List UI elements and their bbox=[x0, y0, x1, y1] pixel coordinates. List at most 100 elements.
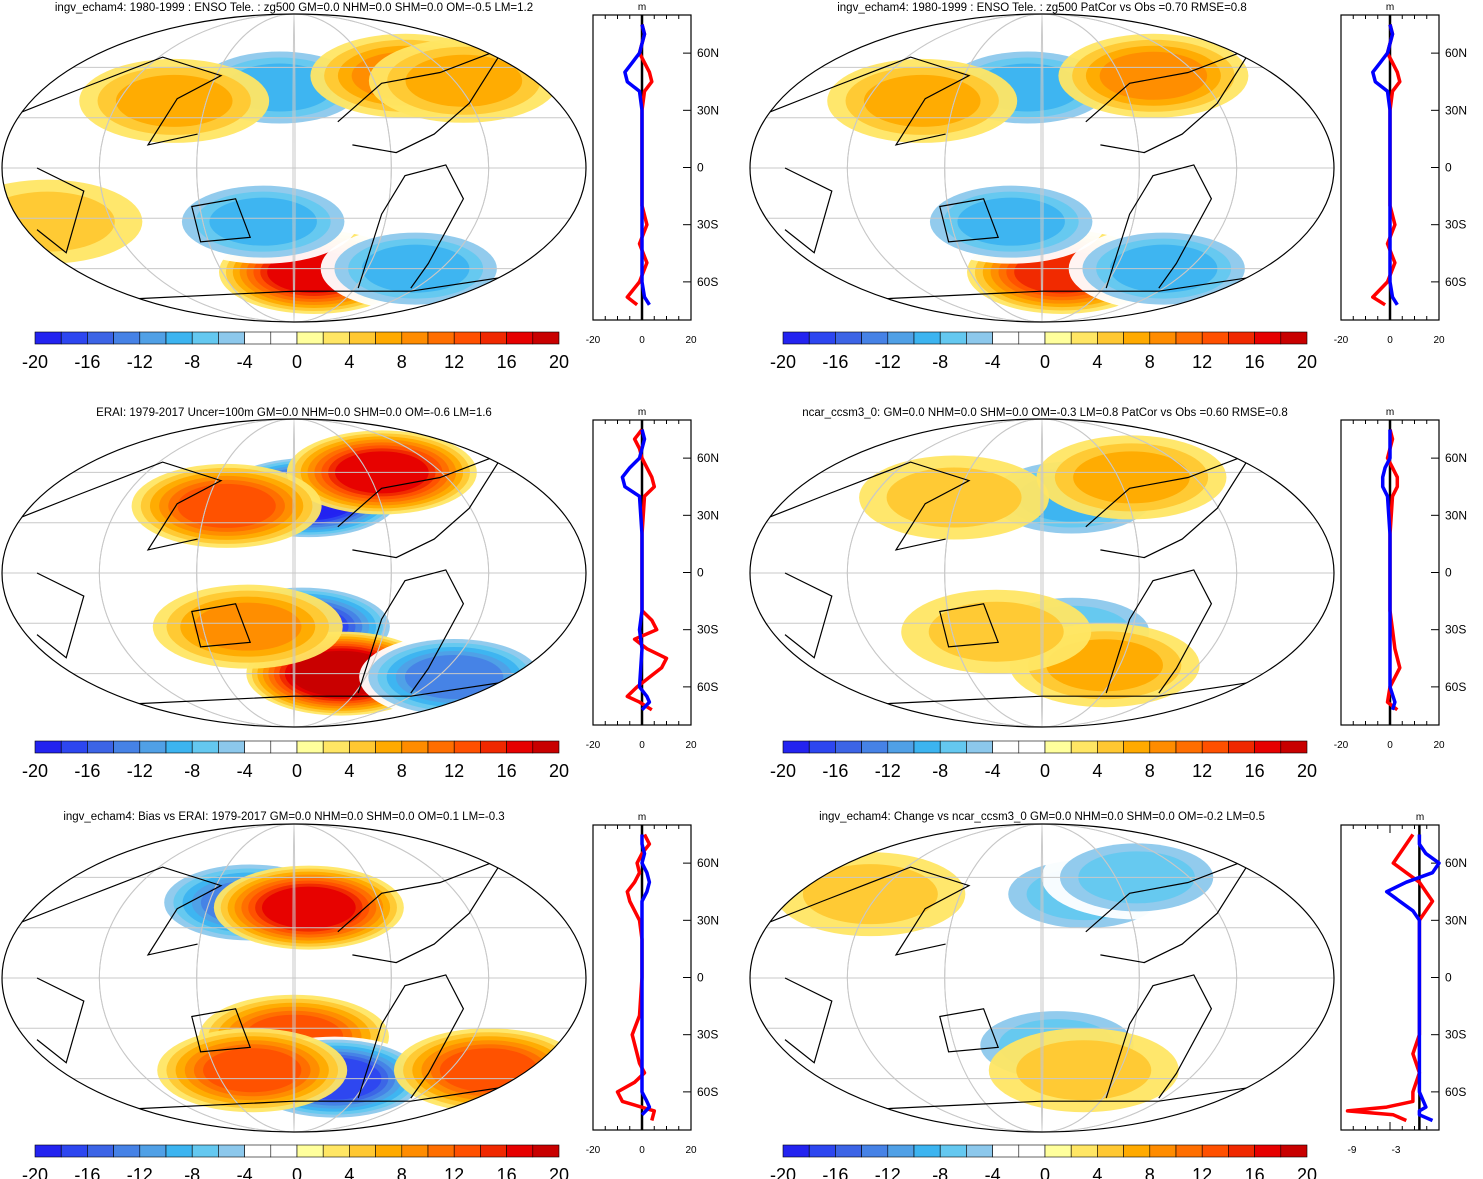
graticule bbox=[2, 824, 586, 1132]
colorbar-swatch bbox=[1175, 1144, 1203, 1158]
colorbar-swatch bbox=[506, 331, 534, 345]
profile-series-blue bbox=[623, 24, 651, 306]
colorbar-swatch bbox=[1280, 1144, 1308, 1158]
colorbar-swatch bbox=[782, 1144, 810, 1158]
colorbar-swatch bbox=[1228, 1144, 1255, 1158]
colorbar-swatch bbox=[1280, 331, 1308, 345]
profile-unit: m bbox=[1416, 812, 1424, 823]
colorbar-swatch bbox=[532, 331, 560, 345]
colorbar-swatch bbox=[913, 331, 941, 345]
colorbar-swatch bbox=[349, 1144, 376, 1158]
profile-frame bbox=[1340, 824, 1440, 1131]
colorbar-swatch bbox=[480, 331, 507, 345]
profile-xtick: -20 bbox=[586, 740, 601, 751]
latitude-tick-label: 0 bbox=[1445, 161, 1452, 175]
map-field bbox=[750, 824, 1334, 1132]
colorbar-label: 20 bbox=[549, 761, 569, 781]
colorbar-swatch bbox=[244, 1144, 272, 1158]
colorbar-swatch bbox=[1044, 1144, 1072, 1158]
colorbar-swatch bbox=[1175, 331, 1203, 345]
latitude-tick-label: 30N bbox=[1445, 913, 1467, 927]
colorbar-swatch bbox=[401, 1144, 429, 1158]
colorbar-label: -20 bbox=[22, 352, 48, 372]
anomaly-contour bbox=[405, 54, 523, 107]
colorbar: -20 -16 -12 -8 -4 0 4 8 12 16 20 bbox=[770, 1144, 1317, 1179]
panel-6: -20 -16 -12 -8 -4 0 4 8 12 16 20 60N 30N 0 30S 60S bbox=[749, 823, 1467, 1179]
colorbar-label: 4 bbox=[1092, 761, 1102, 781]
colorbar-label: -4 bbox=[237, 352, 253, 372]
colorbar-swatch bbox=[60, 1144, 88, 1158]
profile-series-blue bbox=[620, 429, 652, 712]
colorbar-swatch bbox=[939, 1144, 967, 1158]
latitude-tick-label: 60N bbox=[1445, 856, 1467, 870]
colorbar-swatch bbox=[887, 1144, 915, 1158]
colorbar-swatch bbox=[113, 1144, 141, 1158]
colorbar-label: 20 bbox=[549, 1165, 569, 1179]
colorbar-swatch bbox=[113, 331, 141, 345]
colorbar-label: 12 bbox=[1192, 352, 1212, 372]
colorbar-swatch bbox=[113, 740, 141, 754]
coastlines bbox=[764, 856, 1262, 1110]
colorbar-label: -12 bbox=[875, 352, 901, 372]
colorbar-label: 16 bbox=[497, 1165, 517, 1179]
colorbar-swatch bbox=[480, 740, 507, 754]
colorbar-swatch bbox=[966, 1144, 993, 1158]
anomaly-contour bbox=[1099, 51, 1208, 100]
anomaly-contour bbox=[177, 483, 276, 528]
colorbar-swatch bbox=[1254, 1144, 1282, 1158]
colorbar-label: -12 bbox=[875, 761, 901, 781]
map-border bbox=[1, 823, 587, 1133]
colorbar-swatch bbox=[270, 1144, 298, 1158]
zonal-profile: 60N 30N 0 30S 60S bbox=[592, 14, 719, 321]
colorbar-label: 16 bbox=[497, 761, 517, 781]
colorbar-swatch bbox=[1201, 331, 1229, 345]
anomaly-contour bbox=[203, 1048, 302, 1093]
anomaly-contour bbox=[886, 467, 1022, 528]
profile-xtick: -20 bbox=[1334, 740, 1349, 751]
panel-4: -20 -16 -12 -8 -4 0 4 8 12 16 20 60N 30N 0 30S 60S bbox=[749, 418, 1467, 781]
latitude-tick-label: 30N bbox=[697, 913, 719, 927]
colorbar-label: -4 bbox=[985, 761, 1001, 781]
colorbar-swatch bbox=[532, 740, 560, 754]
colorbar-swatch bbox=[913, 740, 941, 754]
colorbar-swatch bbox=[296, 740, 324, 754]
latitude-tick-label: 30S bbox=[1445, 1028, 1466, 1042]
colorbar-swatch bbox=[34, 331, 62, 345]
colorbar-label: 0 bbox=[292, 352, 302, 372]
colorbar-label: 4 bbox=[344, 1165, 354, 1179]
colorbar-label: 16 bbox=[1245, 761, 1265, 781]
latitude-tick-label: 0 bbox=[697, 566, 704, 580]
latitude-tick-label: 60N bbox=[697, 46, 719, 60]
coastlines bbox=[764, 451, 1262, 705]
colorbar-label: 8 bbox=[397, 761, 407, 781]
profile-xtick: 0 bbox=[639, 740, 645, 751]
colorbar-swatch bbox=[782, 740, 810, 754]
colorbar-label: 4 bbox=[1092, 352, 1102, 372]
latitude-tick-label: 60S bbox=[697, 680, 718, 694]
colorbar-swatch bbox=[60, 331, 88, 345]
colorbar-swatch bbox=[1044, 331, 1072, 345]
colorbar-label: 12 bbox=[1192, 1165, 1212, 1179]
profile-xtick: -20 bbox=[586, 1145, 601, 1156]
colorbar: -20 -16 -12 -8 -4 0 4 8 12 16 20 bbox=[22, 740, 569, 781]
colorbar-swatch bbox=[375, 331, 403, 345]
profile-series-blue bbox=[1380, 429, 1397, 711]
colorbar-swatch bbox=[244, 331, 272, 345]
profile-xtick: 0 bbox=[639, 335, 645, 346]
colorbar-swatch bbox=[87, 1144, 114, 1158]
zonal-profile: 60N 30N 0 30S 60S bbox=[592, 824, 719, 1131]
colorbar-label: 12 bbox=[444, 761, 464, 781]
colorbar: -20 -16 -12 -8 -4 0 4 8 12 16 20 bbox=[22, 331, 569, 372]
map-border bbox=[1, 13, 587, 323]
colorbar-label: -16 bbox=[74, 1165, 100, 1179]
latitude-tick-label: 60N bbox=[697, 856, 719, 870]
map-border bbox=[749, 823, 1335, 1133]
colorbar-label: -4 bbox=[985, 352, 1001, 372]
colorbar-swatch bbox=[1201, 740, 1229, 754]
colorbar-label: 4 bbox=[344, 352, 354, 372]
zonal-profile: 60N 30N 0 30S 60S bbox=[592, 419, 719, 726]
anomaly-contour bbox=[863, 74, 981, 127]
latitude-tick-label: 60S bbox=[1445, 1085, 1466, 1099]
colorbar-label: -20 bbox=[22, 761, 48, 781]
colorbar-label: 0 bbox=[1040, 352, 1050, 372]
